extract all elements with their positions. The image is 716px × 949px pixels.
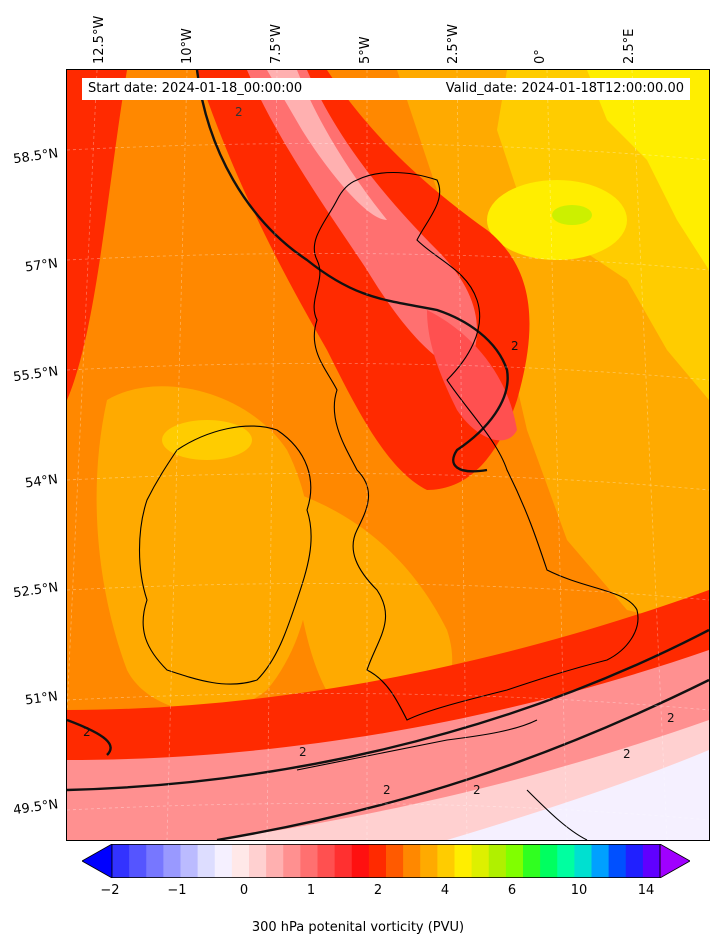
- coastline-ireland: [139, 425, 312, 685]
- map-panel: 2 2 2 2 2 2 2 2: [66, 69, 710, 841]
- colorbar-outline: [111, 844, 661, 879]
- colorbar-swatch: [523, 844, 541, 878]
- contour-label-1: 2: [235, 105, 243, 119]
- coastline-brittany: [526, 789, 588, 840]
- contour-label-8: 2: [667, 711, 675, 725]
- lat-label-57n: 57°N: [24, 256, 60, 276]
- pv-field-ireland: [96, 386, 312, 712]
- contour-line-south-1: [67, 628, 709, 792]
- colorbar-swatch: [351, 844, 370, 878]
- contour-label-7: 2: [623, 747, 631, 761]
- lon-label-12-5w: 12.5°W: [92, 15, 107, 64]
- colorbar-swatch: [625, 844, 644, 878]
- colorbar-swatch: [403, 844, 421, 878]
- lon-label-0: 0°: [533, 49, 548, 64]
- pv-field-peak-core: [267, 70, 387, 220]
- colorbar-swatch: [300, 844, 318, 878]
- lat-label-51n: 51°N: [24, 689, 60, 709]
- colorbar-tick-6: 6: [507, 883, 517, 898]
- colorbar-swatch: [249, 844, 267, 878]
- colorbar-swatch: [146, 844, 164, 878]
- colorbar-swatch: [642, 844, 661, 878]
- colorbar-swatch: [505, 844, 524, 878]
- colorbar-swatch: [540, 844, 558, 878]
- colorbar-swatch: [368, 844, 387, 878]
- colorbar-swatch: [129, 844, 147, 878]
- colorbar-label: 300 hPa potenital vorticity (PVU): [251, 920, 465, 935]
- coastline-france: [296, 719, 538, 771]
- colorbar-swatch: [608, 844, 627, 878]
- colorbar-swatch: [386, 844, 404, 878]
- lon-label-10w: 10°W: [180, 28, 195, 64]
- contour-line-north: [195, 70, 509, 473]
- pv-field-south-white: [447, 750, 709, 840]
- contour-line-south-2: [216, 678, 709, 840]
- colorbar-tick-7: 10: [570, 883, 588, 898]
- lon-label-7-5w: 7.5°W: [269, 23, 284, 64]
- pv-field-green-patch: [552, 205, 592, 225]
- colorbar-swatch: [180, 844, 199, 878]
- graticule: [67, 70, 709, 840]
- pv-field-map: 2 2 2 2 2 2 2 2: [67, 70, 709, 840]
- date-header: Start date: 2024-01-18_00:00:00 Valid_da…: [82, 78, 690, 100]
- colorbar-swatches: [81, 843, 691, 879]
- valid-date-text: Valid_date: 2024-01-18T12:00:00.00: [445, 81, 684, 96]
- colorbar-swatch: [488, 844, 507, 878]
- colorbar-tick-0: −2: [100, 883, 120, 898]
- coastlines: [139, 171, 639, 840]
- colorbar-swatch: [283, 844, 301, 878]
- colorbar-tick-5: 4: [440, 883, 450, 898]
- colorbar-swatch: [163, 844, 181, 878]
- colorbar-tick-8: 14: [637, 883, 655, 898]
- lat-label-54n: 54°N: [24, 472, 60, 492]
- contour-label-5: 2: [383, 783, 391, 797]
- lat-label-52-5n: 52.5°N: [12, 580, 60, 602]
- colorbar-swatch: [437, 844, 455, 878]
- colorbar-swatch: [112, 844, 130, 878]
- lat-label-49-5n: 49.5°N: [12, 797, 60, 819]
- colorbar-swatch: [266, 844, 284, 878]
- lat-label-55-5n: 55.5°N: [12, 364, 60, 386]
- colorbar-extend-high: [659, 843, 691, 879]
- pv-field-ireland-yellow: [162, 420, 252, 460]
- contour-line-west: [67, 718, 112, 756]
- colorbar-tick-2: 0: [239, 883, 249, 898]
- colorbar-swatch: [334, 844, 353, 878]
- colorbar-swatch: [214, 844, 233, 878]
- colorbar-extend-low: [81, 843, 113, 879]
- colorbar-tick-3: 1: [306, 883, 316, 898]
- coastline-great-britain: [313, 171, 639, 721]
- pv-field-west-edge: [67, 70, 127, 400]
- pv-field-lowest-ne: [587, 70, 709, 270]
- colorbar-swatch: [471, 844, 490, 878]
- colorbar-swatch: [557, 844, 575, 878]
- contour-label-6: 2: [473, 783, 481, 797]
- colorbar: [81, 843, 691, 879]
- contour-label-4: 2: [299, 745, 307, 759]
- colorbar-swatch: [574, 844, 592, 878]
- pv-field-wales: [287, 490, 453, 730]
- colorbar-swatch: [197, 844, 216, 878]
- colorbar-tick-1: −1: [167, 883, 187, 898]
- lon-label-5w: 5°W: [358, 36, 373, 64]
- contour-label-2: 2: [511, 339, 519, 353]
- pv-field-east-scotland: [427, 310, 517, 441]
- start-date-text: Start date: 2024-01-18_00:00:00: [88, 81, 303, 96]
- colorbar-swatch: [420, 844, 438, 878]
- lon-label-2-5w: 2.5°W: [446, 23, 461, 64]
- colorbar-tick-4: 2: [373, 883, 383, 898]
- contour-label-3: 2: [83, 725, 91, 739]
- colorbar-swatch: [317, 844, 336, 878]
- pv-field-very-high-core: [247, 70, 477, 370]
- colorbar-swatch: [454, 844, 473, 878]
- colorbar-swatch: [591, 844, 610, 878]
- lon-label-2-5e: 2.5°E: [622, 28, 637, 64]
- pv-contours: [67, 70, 709, 840]
- lat-label-58-5n: 58.5°N: [12, 146, 60, 168]
- colorbar-swatch: [231, 844, 250, 878]
